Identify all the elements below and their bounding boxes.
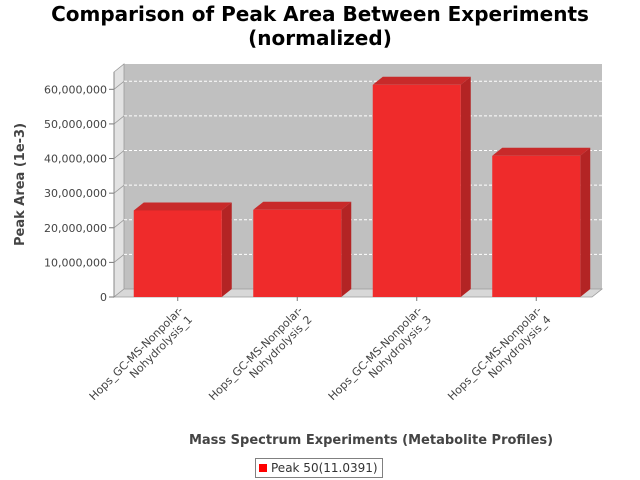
plot-left-wall xyxy=(113,63,125,298)
x-tick-label: Hops_GC-MS-Nonpolar-Nohydrolysis_4 xyxy=(445,304,553,403)
bar xyxy=(133,210,222,297)
x-tick-label-line: Hops_GC-MS-Nonpolar- xyxy=(326,304,425,403)
y-tick-label: 60,000,000 xyxy=(44,83,107,96)
gridline-wall xyxy=(113,115,125,125)
gridline-wall xyxy=(113,150,125,159)
chart-title-line2: (normalized) xyxy=(248,26,392,50)
gridline-wall xyxy=(113,184,125,194)
gridline-wall xyxy=(113,254,125,263)
x-tick-label: Hops_GC-MS-Nonpolar-Nohydrolysis_1 xyxy=(87,304,195,403)
x-tick-label: Hops_GC-MS-Nonpolar-Nohydrolysis_2 xyxy=(206,304,314,403)
legend: Peak 50(11.0391) xyxy=(255,458,383,478)
bar-side xyxy=(580,147,591,297)
bar-top xyxy=(492,147,591,156)
legend-label: Peak 50(11.0391) xyxy=(271,461,378,475)
y-tick-label: 0 xyxy=(100,291,107,304)
gridline-wall xyxy=(113,219,125,229)
bar xyxy=(372,84,461,297)
bar-side xyxy=(460,76,471,297)
x-tick-label-line: Hops_GC-MS-Nonpolar- xyxy=(445,304,544,403)
y-tick-label: 20,000,000 xyxy=(44,222,107,235)
x-tick-label: Hops_GC-MS-Nonpolar-Nohydrolysis_3 xyxy=(326,304,434,403)
bar-top xyxy=(372,76,471,85)
y-tick-label: 40,000,000 xyxy=(44,153,107,166)
bar xyxy=(253,209,342,297)
y-tick-label: 10,000,000 xyxy=(44,256,107,269)
bar xyxy=(492,155,581,297)
chart-title-line1: Comparison of Peak Area Between Experime… xyxy=(51,2,589,26)
y-tick-label: 30,000,000 xyxy=(44,187,107,200)
bar-top xyxy=(253,201,352,210)
legend-swatch xyxy=(259,464,267,472)
gridline-wall xyxy=(113,80,125,90)
x-tick-label-line: Hops_GC-MS-Nonpolar- xyxy=(87,304,186,403)
x-axis-title: Mass Spectrum Experiments (Metabolite Pr… xyxy=(189,433,553,448)
chart-title: Comparison of Peak Area Between Experime… xyxy=(0,2,640,50)
bar-side xyxy=(341,201,352,297)
y-axis-title: Peak Area (1e-3) xyxy=(13,123,28,246)
x-tick-label-line: Hops_GC-MS-Nonpolar- xyxy=(206,304,305,403)
y-tick-label: 50,000,000 xyxy=(44,118,107,131)
bar-top xyxy=(133,202,232,211)
bar-side xyxy=(221,202,232,297)
